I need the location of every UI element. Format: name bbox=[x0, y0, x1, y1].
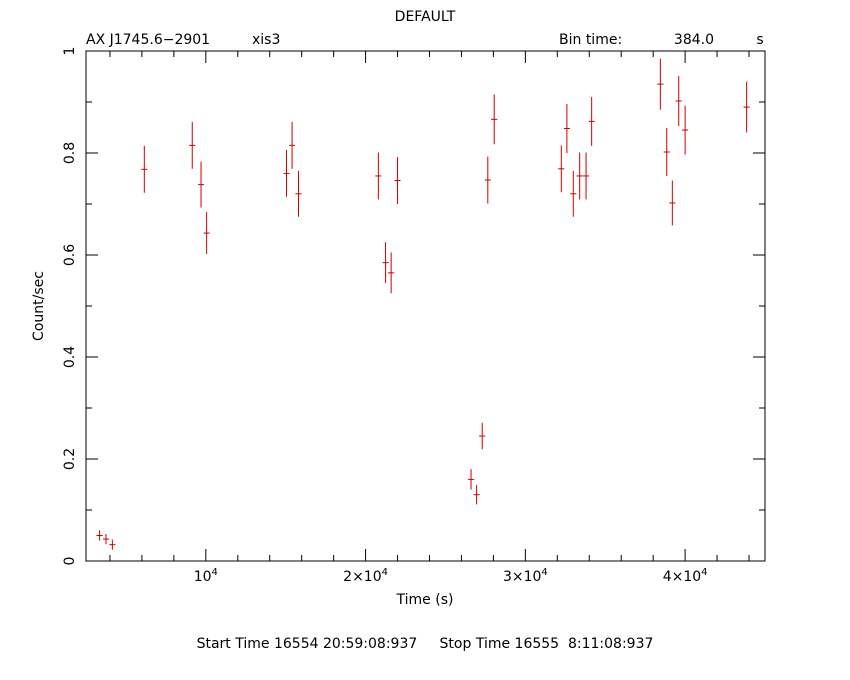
chart-title: DEFAULT bbox=[395, 9, 456, 25]
data-point bbox=[491, 94, 498, 145]
start-time-value: 16554 20:59:08:937 bbox=[273, 636, 418, 652]
data-point bbox=[375, 152, 382, 200]
data-point bbox=[669, 180, 676, 226]
bin-time-unit: s bbox=[756, 32, 763, 48]
data-point bbox=[484, 156, 491, 204]
source-name: AX J1745.6−2901 bbox=[86, 32, 210, 48]
data-point bbox=[203, 212, 210, 254]
data-point bbox=[109, 539, 116, 550]
data-point bbox=[189, 121, 196, 169]
data-point bbox=[558, 145, 565, 193]
data-point bbox=[102, 533, 110, 545]
stop-time-value: 16555 8:11:08:937 bbox=[514, 636, 654, 652]
data-point bbox=[283, 149, 290, 197]
data-point bbox=[582, 152, 590, 200]
data-point bbox=[141, 145, 148, 193]
data-point bbox=[388, 252, 395, 294]
x-tick-label: 4×104 bbox=[663, 567, 708, 585]
x-tick-labels: 104 2×104 3×104 4×104 bbox=[194, 567, 708, 585]
time-range-footer: Start Time 16554 20:59:08:937 Stop Time … bbox=[0, 636, 850, 652]
y-tick-label: 0.6 bbox=[62, 244, 78, 266]
bin-time-value: 384.0 bbox=[674, 32, 714, 48]
y-tick-label: 1 bbox=[62, 47, 78, 56]
y-tick-labels: 0 0.2 0.4 0.6 0.8 1 bbox=[62, 47, 78, 566]
data-point bbox=[289, 121, 296, 169]
data-point bbox=[657, 58, 664, 110]
y-tick-label: 0.4 bbox=[62, 346, 78, 368]
data-point bbox=[479, 422, 486, 450]
data-point bbox=[675, 75, 682, 126]
data-point bbox=[394, 157, 401, 204]
y-tick-label: 0 bbox=[62, 557, 78, 566]
data-point bbox=[96, 530, 103, 541]
stop-time-label: Stop Time bbox=[439, 636, 511, 652]
data-point bbox=[663, 128, 670, 176]
data-point bbox=[295, 170, 302, 217]
data-point bbox=[382, 242, 389, 284]
data-point bbox=[570, 170, 577, 217]
data-point bbox=[467, 469, 475, 490]
data-point bbox=[576, 152, 583, 200]
y-tick-label: 0.8 bbox=[62, 142, 78, 164]
x-tick-label: 2×104 bbox=[343, 567, 388, 585]
data-point bbox=[473, 485, 480, 505]
x-tick-label: 3×104 bbox=[503, 567, 548, 585]
data-point bbox=[743, 81, 750, 133]
data-point bbox=[588, 96, 595, 146]
plot-frame bbox=[85, 50, 766, 562]
x-axis-label: Time (s) bbox=[396, 592, 454, 608]
data-point bbox=[563, 104, 570, 153]
instrument-name: xis3 bbox=[252, 32, 280, 48]
y-axis-label: Count/sec bbox=[31, 271, 47, 341]
start-time-label: Start Time bbox=[196, 636, 270, 652]
axis-ticks bbox=[86, 50, 765, 562]
data-points bbox=[96, 58, 750, 550]
bin-time-label: Bin time: bbox=[559, 32, 622, 48]
data-point bbox=[197, 161, 205, 208]
y-tick-label: 0.2 bbox=[62, 448, 78, 470]
data-point bbox=[682, 105, 689, 155]
x-tick-label: 104 bbox=[194, 567, 218, 585]
